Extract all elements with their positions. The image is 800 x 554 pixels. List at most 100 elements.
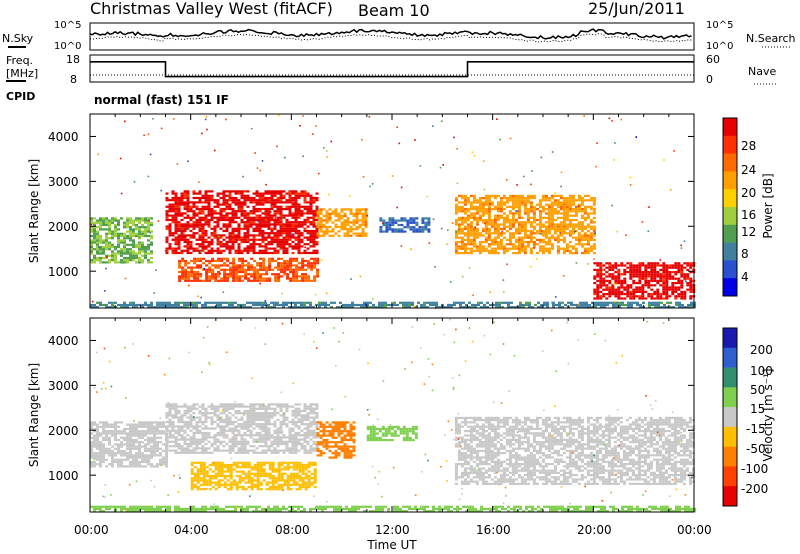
- power-cell: [568, 194, 572, 197]
- power-cell: [300, 234, 304, 237]
- velocity-cell: [135, 445, 138, 448]
- power-cell: [288, 225, 292, 228]
- power-cell: [586, 199, 590, 202]
- power-speckle: [599, 282, 602, 285]
- power-cell: [246, 236, 250, 239]
- velocity-cell: [237, 403, 241, 406]
- power-cell: [259, 257, 263, 260]
- velocity-cell: [180, 425, 184, 428]
- velocity-cell: [246, 418, 250, 421]
- power-cell: [340, 225, 344, 229]
- power-cell: [641, 262, 645, 265]
- power-cell: [285, 225, 289, 228]
- velocity-cell: [120, 458, 123, 461]
- velocity-cell: [135, 434, 138, 437]
- power-cell: [195, 243, 199, 246]
- power-cell: [171, 303, 174, 307]
- power-speckle: [119, 157, 122, 160]
- power-speckle: [396, 126, 398, 129]
- power-cell: [529, 216, 533, 219]
- power-speckle: [203, 267, 205, 270]
- power-cell: [232, 266, 236, 269]
- power-cell: [168, 229, 172, 233]
- power-cell: [623, 273, 627, 276]
- power-cell: [255, 192, 259, 195]
- power-cell: [255, 190, 259, 193]
- power-cell: [232, 262, 236, 265]
- power-cell: [511, 247, 515, 250]
- velocity-cell: [168, 445, 172, 448]
- power-cell: [222, 301, 225, 304]
- power-cell: [597, 301, 600, 304]
- power-cell: [204, 223, 208, 226]
- power-cell: [114, 226, 117, 229]
- power-cell: [586, 252, 590, 255]
- power-cell: [225, 229, 229, 233]
- power-cell: [247, 268, 251, 271]
- power-cell: [520, 199, 524, 202]
- power-cell: [96, 256, 99, 260]
- power-cell: [493, 243, 497, 246]
- power-cell: [199, 275, 203, 278]
- velocity-cell: [264, 409, 268, 413]
- power-speckle: [669, 189, 672, 191]
- power-speckle: [441, 120, 443, 122]
- power-cell: [659, 295, 663, 298]
- power-cell: [189, 229, 193, 233]
- velocity-cell: [120, 443, 123, 446]
- power-cell: [255, 238, 259, 241]
- power-cell: [138, 230, 141, 233]
- power-cell: [270, 201, 274, 204]
- power-cell: [502, 223, 506, 226]
- power-cell: [213, 301, 216, 304]
- velocity-cell: [264, 420, 268, 424]
- power-cell: [487, 234, 491, 237]
- power-cell: [334, 208, 338, 211]
- velocity-cell: [210, 418, 214, 421]
- power-cell: [222, 225, 226, 228]
- power-cell: [225, 199, 229, 202]
- power-cell: [277, 279, 281, 282]
- power-cell: [288, 205, 292, 208]
- power-cell: [499, 199, 503, 202]
- power-cell: [111, 232, 114, 235]
- power-cell: [144, 228, 147, 231]
- power-cell: [270, 194, 274, 197]
- power-cell: [617, 277, 621, 280]
- power-cell: [547, 227, 551, 230]
- power-speckle: [473, 155, 476, 157]
- power-cell: [505, 225, 509, 228]
- power-cell: [223, 257, 227, 260]
- power-speckle: [551, 151, 554, 153]
- velocity-cell: [234, 440, 238, 443]
- power-cell: [520, 245, 524, 248]
- power-cell: [490, 223, 494, 226]
- power-cell: [280, 262, 284, 265]
- noise-tick-bottom-left: 10^0: [54, 41, 81, 52]
- velocity-cell: [252, 423, 256, 426]
- power-cell: [174, 221, 178, 224]
- power-cell: [322, 214, 326, 218]
- power-cell: [213, 249, 217, 252]
- power-cell: [138, 252, 141, 255]
- power-cell: [165, 227, 169, 230]
- power-cell: [246, 227, 250, 230]
- power-cell: [90, 241, 93, 244]
- power-cell: [282, 227, 286, 230]
- power-cell: [255, 216, 259, 219]
- power-cell: [180, 203, 184, 206]
- velocity-cell: [237, 449, 241, 452]
- power-cell: [198, 192, 202, 195]
- power-cell: [379, 219, 383, 222]
- velocity-cell: [216, 440, 220, 443]
- power-cell: [138, 259, 141, 262]
- velocity-cell: [189, 416, 193, 419]
- power-cell: [550, 214, 554, 217]
- velocity-cell: [162, 456, 165, 459]
- power-cell: [237, 238, 241, 241]
- power-cell: [193, 273, 197, 276]
- velocity-cell: [243, 409, 247, 413]
- power-cell: [243, 210, 247, 213]
- velocity-cell: [90, 445, 93, 448]
- power-cell: [286, 262, 290, 265]
